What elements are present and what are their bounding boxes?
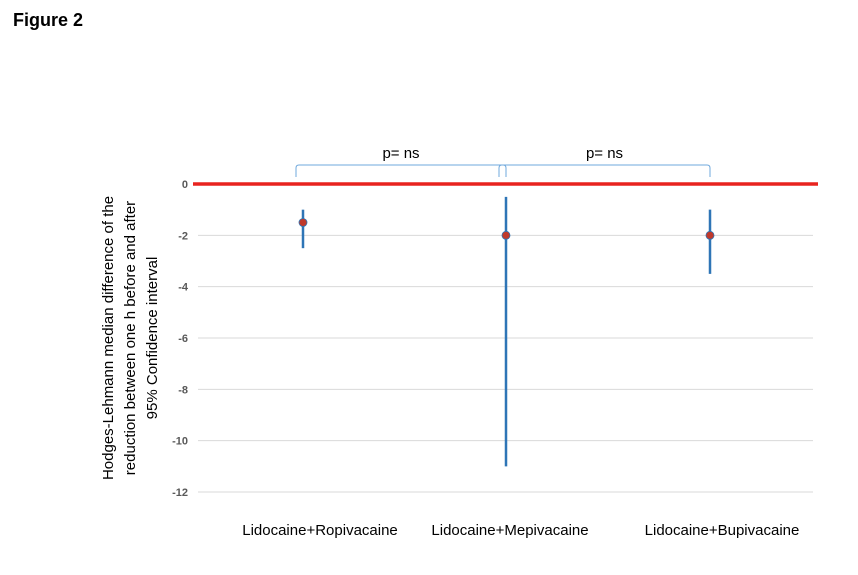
median-point bbox=[298, 218, 308, 227]
significance-brackets: p= ns p= ns bbox=[295, 145, 711, 177]
x-category-label: Lidocaine+Ropivacaine bbox=[242, 522, 398, 539]
y-axis-label-line: Hodges-Lehmann median difference of the bbox=[100, 196, 117, 480]
median-point bbox=[501, 230, 511, 240]
y-axis-label: Hodges-Lehmann median difference of the r… bbox=[100, 196, 161, 480]
significance-bracket bbox=[498, 164, 711, 177]
y-tick-labels: 0 -2 -4 -6 -8 -10 -12 bbox=[172, 179, 189, 499]
x-category-label: Lidocaine+Bupivacaine bbox=[645, 522, 800, 539]
median-points bbox=[298, 218, 715, 240]
significance-bracket bbox=[295, 164, 507, 177]
p-value-label: p= ns bbox=[382, 145, 419, 162]
y-axis-label-line: reduction between one h before and after bbox=[122, 201, 139, 475]
y-tick-label: -6 bbox=[178, 333, 188, 345]
x-category-labels: Lidocaine+Ropivacaine Lidocaine+Mepivacai… bbox=[242, 522, 799, 539]
y-tick-label: -4 bbox=[178, 282, 189, 294]
y-tick-label: -2 bbox=[178, 230, 188, 242]
y-tick-label: -12 bbox=[172, 487, 188, 499]
y-axis-label-line: 95% Confidence interval bbox=[144, 257, 161, 420]
confidence-intervals bbox=[301, 196, 712, 467]
y-tick-label: -10 bbox=[172, 436, 188, 448]
median-point bbox=[705, 230, 715, 240]
figure-label: Figure 2 bbox=[13, 10, 84, 30]
p-value-label: p= ns bbox=[586, 145, 623, 162]
y-tick-label: 0 bbox=[182, 179, 188, 191]
y-tick-label: -8 bbox=[178, 384, 188, 396]
x-category-label: Lidocaine+Mepivacaine bbox=[431, 522, 588, 539]
